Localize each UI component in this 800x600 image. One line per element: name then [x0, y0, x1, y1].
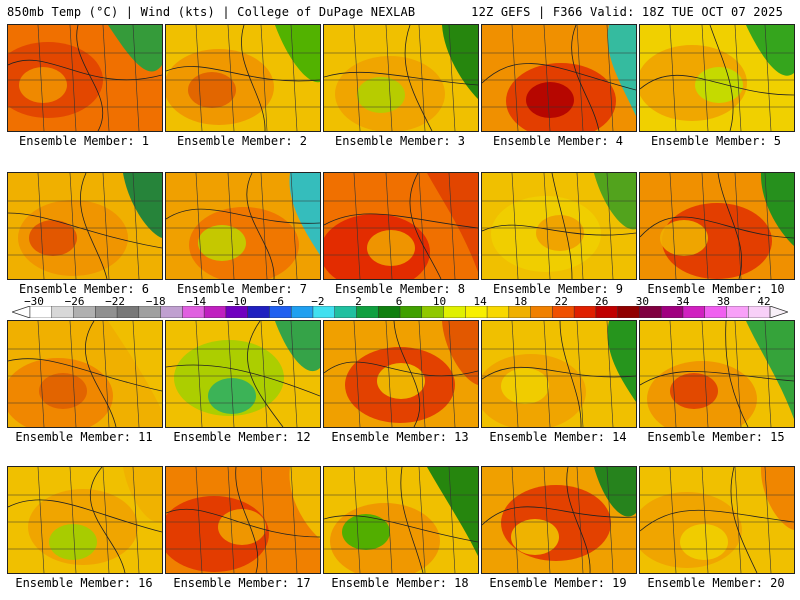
colorbar-tick-label: 42 [757, 295, 771, 308]
colorbar-tick-label: 2 [355, 295, 362, 308]
colorbar-tick-label: 10 [432, 295, 447, 308]
colorbar-tick-label: 30 [635, 295, 649, 308]
colorbar-tick-label: −22 [105, 295, 126, 308]
colorbar-tick-label: 22 [554, 295, 568, 308]
ensemble-member-map [7, 172, 163, 280]
ensemble-member-map [639, 24, 795, 132]
colorbar-tick-label: −2 [311, 295, 325, 308]
ensemble-member-label: Ensemble Member: 5 [650, 134, 782, 148]
colorbar-tick-label: −14 [186, 295, 207, 308]
ensemble-member-label: Ensemble Member: 2 [176, 134, 308, 148]
ensemble-member-map [165, 24, 321, 132]
ensemble-member-label: Ensemble Member: 17 [173, 576, 311, 590]
ensemble-member-label: Ensemble Member: 16 [15, 576, 153, 590]
model-valid-time: 12Z GEFS | F366 Valid: 18Z TUE OCT 07 20… [471, 5, 783, 19]
colorbar-tick-label: −26 [64, 295, 85, 308]
ensemble-member-label: Ensemble Member: 10 [647, 282, 785, 296]
colorbar-tick-label: 14 [473, 295, 487, 308]
ensemble-member-map [323, 172, 479, 280]
ensemble-member-map [165, 320, 321, 428]
ensemble-member-map [639, 320, 795, 428]
ensemble-member-label: Ensemble Member: 3 [334, 134, 466, 148]
ensemble-member-map [323, 24, 479, 132]
colorbar-tick-label: −6 [270, 295, 284, 308]
ensemble-member-map [7, 24, 163, 132]
ensemble-member-label: Ensemble Member: 9 [492, 282, 624, 296]
temperature-colorbar [12, 306, 788, 318]
ensemble-member-label: Ensemble Member: 13 [331, 430, 469, 444]
ensemble-member-label: Ensemble Member: 8 [334, 282, 466, 296]
ensemble-member-map [7, 466, 163, 574]
ensemble-member-label: Ensemble Member: 14 [489, 430, 627, 444]
ensemble-member-map [165, 172, 321, 280]
ensemble-member-label: Ensemble Member: 4 [492, 134, 624, 148]
ensemble-member-label: Ensemble Member: 11 [15, 430, 153, 444]
ensemble-member-label: Ensemble Member: 15 [647, 430, 785, 444]
ensemble-member-map [7, 320, 163, 428]
colorbar-tick-label: 6 [395, 295, 403, 308]
ensemble-member-map [481, 24, 637, 132]
ensemble-member-label: Ensemble Member: 6 [18, 282, 150, 296]
colorbar-tick-label: 26 [595, 295, 609, 308]
colorbar-tick-label: 38 [716, 295, 731, 308]
ensemble-member-map [481, 172, 637, 280]
colorbar-tick-label: −18 [145, 295, 166, 308]
ensemble-member-label: Ensemble Member: 7 [176, 282, 308, 296]
ensemble-member-map [323, 320, 479, 428]
ensemble-member-label: Ensemble Member: 19 [489, 576, 627, 590]
colorbar-tick-label: 34 [676, 295, 690, 308]
ensemble-member-map [481, 320, 637, 428]
map-title: 850mb Temp (°C) | Wind (kts) | College o… [7, 5, 416, 19]
ensemble-member-map [323, 466, 479, 574]
colorbar-tick-label: −30 [24, 295, 44, 308]
ensemble-member-map [165, 466, 321, 574]
ensemble-member-label: Ensemble Member: 1 [18, 134, 150, 148]
colorbar-tick-label: 18 [514, 295, 528, 308]
ensemble-member-label: Ensemble Member: 12 [173, 430, 311, 444]
ensemble-member-label: Ensemble Member: 20 [647, 576, 785, 590]
ensemble-member-label: Ensemble Member: 18 [331, 576, 469, 590]
ensemble-member-map [639, 466, 795, 574]
ensemble-member-map [639, 172, 795, 280]
ensemble-member-map [481, 466, 637, 574]
colorbar-tick-label: −10 [226, 295, 247, 308]
